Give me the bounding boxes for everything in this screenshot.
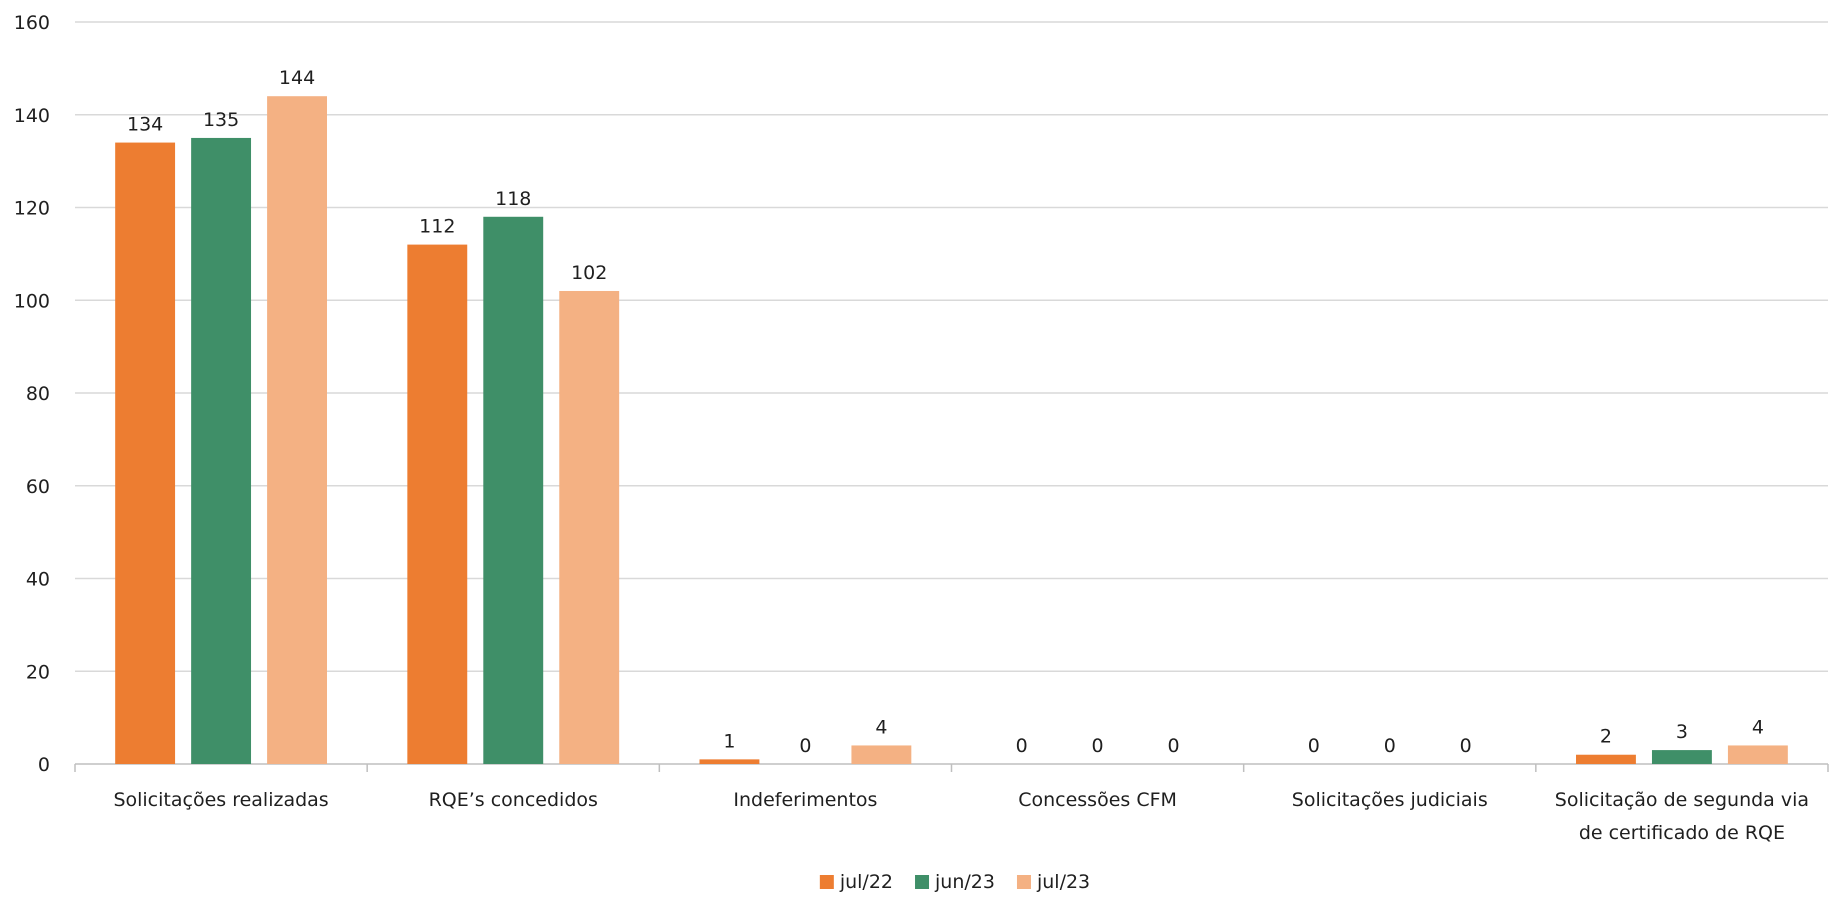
category-label: RQE’s concedidos: [429, 789, 598, 811]
bar: [559, 290, 620, 764]
data-label: 0: [799, 735, 811, 757]
data-label: 4: [875, 716, 887, 738]
data-labels: 134 135 144 112 118 102 1 0 4 0 0 0 0 0 0 2 3 4: [127, 67, 1764, 757]
y-tick-label: 0: [38, 754, 50, 776]
y-tick-label: 160: [14, 12, 50, 34]
y-tick-label: 20: [26, 661, 50, 683]
legend-label: jul/22: [839, 871, 893, 893]
legend-label: jul/23: [1036, 871, 1090, 893]
bar: [699, 759, 760, 764]
y-axis-ticks: 0 20 40 60 80 100 120 140 160: [14, 12, 50, 776]
bar: [851, 745, 912, 764]
bar: [1576, 754, 1636, 764]
category-label: Solicitações judiciais: [1292, 789, 1488, 811]
data-label: 1: [723, 730, 735, 752]
y-tick-label: 100: [14, 290, 50, 312]
data-label: 102: [571, 262, 607, 284]
data-label: 3: [1676, 721, 1688, 743]
data-label: 135: [203, 109, 239, 131]
category-label: Solicitações realizadas: [113, 789, 328, 811]
y-tick-label: 120: [14, 198, 50, 220]
data-label: 0: [1167, 735, 1179, 757]
y-tick-label: 60: [26, 476, 50, 498]
data-label: 112: [419, 216, 455, 238]
gridlines: [75, 21, 1828, 672]
legend-item: jul/22: [819, 871, 893, 893]
legend: jul/22 jun/23 jul/23: [819, 871, 1090, 893]
category-labels: Solicitações realizadas RQE’s concedidos I…: [113, 789, 1809, 844]
legend-swatch: [915, 875, 930, 889]
x-axis: [74, 763, 1829, 772]
data-label: 0: [1092, 735, 1104, 757]
data-label: 0: [1016, 735, 1028, 757]
bar: [191, 137, 252, 764]
bar: [267, 96, 327, 764]
bar: [483, 216, 544, 764]
data-label: 2: [1600, 726, 1612, 748]
data-label: 118: [495, 188, 531, 210]
legend-label: jun/23: [934, 871, 995, 893]
category-label: Concessões CFM: [1018, 789, 1177, 811]
data-label: 144: [279, 67, 315, 89]
category-label: Indeferimentos: [733, 789, 877, 811]
bar: [1651, 750, 1712, 764]
legend-swatch: [819, 875, 834, 889]
data-label: 0: [1384, 735, 1396, 757]
data-label: 134: [127, 114, 163, 136]
y-tick-label: 140: [14, 105, 50, 127]
bar: [115, 142, 176, 764]
bars: [115, 96, 1788, 765]
y-tick-label: 40: [26, 569, 50, 591]
data-label: 0: [1460, 735, 1472, 757]
legend-item: jul/23: [1016, 871, 1090, 893]
y-tick-label: 80: [26, 383, 50, 405]
bar: [1727, 745, 1788, 764]
data-label: 0: [1308, 735, 1320, 757]
bar: [407, 244, 468, 765]
legend-swatch: [1016, 875, 1031, 889]
legend-item: jun/23: [915, 871, 995, 893]
data-label: 4: [1752, 716, 1764, 738]
category-label: Solicitação de segunda via de certificado…: [1555, 789, 1809, 844]
